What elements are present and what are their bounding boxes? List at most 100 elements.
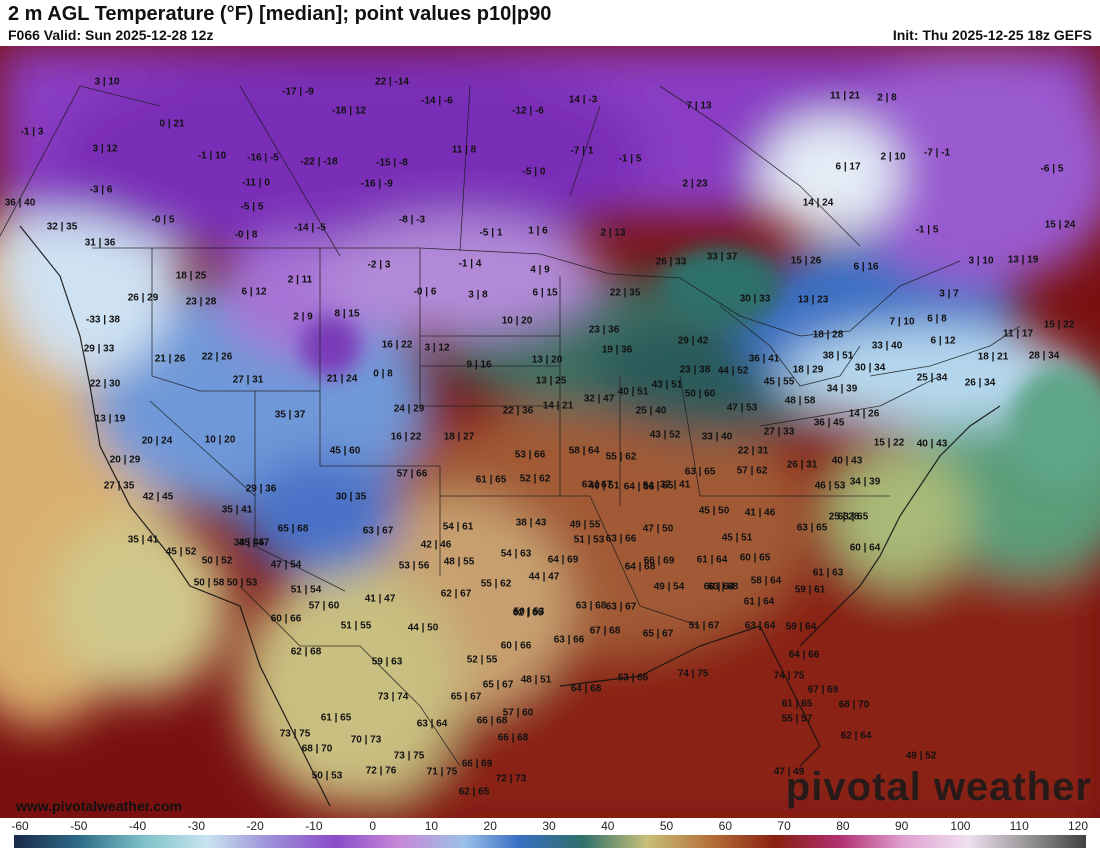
point-value: 35 | 37 bbox=[274, 409, 306, 421]
point-value: -0 | 6 bbox=[413, 286, 437, 298]
point-value: 63 | 66 bbox=[553, 634, 585, 646]
point-value: 63 | 67 bbox=[362, 525, 394, 537]
point-value: 62 | 64 bbox=[840, 730, 872, 742]
point-value: 33 | 37 bbox=[706, 251, 738, 263]
scale-tick-label: 90 bbox=[894, 819, 909, 833]
point-value: 67 | 68 bbox=[589, 625, 621, 637]
point-value: 61 | 64 bbox=[743, 596, 775, 608]
point-value: 51 | 55 bbox=[340, 620, 372, 632]
website-credit: www.pivotalweather.com bbox=[16, 798, 182, 814]
point-value: 65 | 67 bbox=[642, 628, 674, 640]
point-value: -11 | 0 bbox=[242, 177, 270, 189]
point-value: 13 | 25 bbox=[535, 375, 567, 387]
point-value: 18 | 29 bbox=[792, 364, 824, 376]
scale-tick-label: 110 bbox=[1009, 819, 1029, 833]
point-value: 74 | 75 bbox=[773, 670, 805, 682]
point-value: 11 | 8 bbox=[451, 144, 477, 156]
point-value: 42 | 46 bbox=[420, 539, 452, 551]
point-value: 63 | 66 bbox=[605, 533, 637, 545]
point-value: 38 | 43 bbox=[515, 517, 547, 529]
point-value: 35 | 41 bbox=[127, 534, 159, 546]
point-value: 19 | 36 bbox=[601, 344, 633, 356]
point-value: 40 | 43 bbox=[916, 438, 948, 450]
point-value: 30 | 34 bbox=[854, 362, 886, 374]
point-value: 64 | 66 bbox=[788, 649, 820, 661]
point-value: 63 | 68 bbox=[707, 581, 739, 593]
point-value: 13 | 20 bbox=[531, 354, 563, 366]
point-value: 2 | 9 bbox=[293, 311, 313, 323]
point-value: 13 | 19 bbox=[94, 413, 126, 425]
point-value: 50 | 53 bbox=[311, 770, 343, 782]
scale-tick-label: -30 bbox=[187, 819, 205, 833]
point-value: 74 | 75 bbox=[677, 668, 709, 680]
point-value: 20 | 24 bbox=[141, 435, 173, 447]
point-value: 63 | 64 bbox=[416, 718, 448, 730]
point-value: 38 | 45 bbox=[233, 537, 265, 549]
point-value: -14 | -5 bbox=[294, 222, 326, 234]
scale-tick-label: 30 bbox=[542, 819, 556, 833]
point-value: 33 | 40 bbox=[701, 431, 733, 443]
point-value: 3 | 7 bbox=[939, 288, 959, 300]
point-value: 18 | 25 bbox=[175, 270, 207, 282]
point-value: 33 | 40 bbox=[871, 340, 903, 352]
point-value: 55 | 62 bbox=[605, 451, 637, 463]
point-value: 23 | 28 bbox=[185, 296, 217, 308]
point-value: 49 | 52 bbox=[905, 750, 937, 762]
point-value: 7 | 13 bbox=[686, 100, 712, 112]
point-value: 21 | 26 bbox=[154, 353, 186, 365]
point-value: -1 | 5 bbox=[618, 153, 642, 165]
point-value: 73 | 75 bbox=[393, 750, 425, 762]
point-value: 50 | 53 bbox=[226, 577, 258, 589]
point-value: 55 | 57 bbox=[781, 713, 813, 725]
point-value: 63 | 65 bbox=[684, 466, 716, 478]
point-value: 37 | 41 bbox=[659, 479, 691, 491]
point-value: 3 | 12 bbox=[92, 143, 118, 155]
point-value: 59 | 63 bbox=[371, 656, 403, 668]
point-value: 59 | 64 bbox=[785, 621, 817, 633]
point-value: 15 | 26 bbox=[790, 255, 822, 267]
point-value: 30 | 33 bbox=[739, 293, 771, 305]
point-value: 2 | 8 bbox=[877, 92, 897, 104]
point-value: 51 | 54 bbox=[290, 584, 322, 596]
point-value: 50 | 58 bbox=[193, 577, 225, 589]
temperature-map[interactable]: 3 | 10 0 | 21 -1 | 3 3 | 12 -3 | 6 36 | 40 32 … bbox=[0, 46, 1100, 818]
point-value: 27 | 35 bbox=[103, 480, 135, 492]
point-value: 41 | 47 bbox=[364, 593, 396, 605]
point-value: 64 | 69 bbox=[547, 554, 579, 566]
point-value: 60 | 64 bbox=[703, 581, 735, 593]
scale-tick-label: 50 bbox=[659, 819, 674, 833]
point-value: -5 | 5 bbox=[240, 201, 264, 213]
point-value: 2 | 11 bbox=[287, 274, 313, 286]
point-value: 3 | 10 bbox=[94, 76, 120, 88]
point-value: 8 | 15 bbox=[334, 308, 360, 320]
scale-tick-label: -60 bbox=[11, 819, 29, 833]
point-value: -1 | 5 bbox=[915, 224, 939, 236]
point-value: 61 | 65 bbox=[781, 698, 813, 710]
point-value: 45 | 51 bbox=[721, 532, 753, 544]
point-value: 62 | 67 bbox=[440, 588, 472, 600]
scale-tick-label: 80 bbox=[836, 819, 850, 833]
point-value: 23 | 38 bbox=[679, 364, 711, 376]
point-value: 11 | 17 bbox=[1002, 328, 1034, 340]
point-value: 44 | 50 bbox=[407, 622, 439, 634]
point-value: 58 | 64 bbox=[568, 445, 600, 457]
map-title: 2 m AGL Temperature (°F) [median]; point… bbox=[8, 3, 552, 25]
point-value: 18 | 21 bbox=[977, 351, 1009, 363]
point-value: 62 | 65 bbox=[512, 607, 544, 619]
point-value: 42 | 45 bbox=[142, 491, 174, 503]
point-value: 6 | 12 bbox=[241, 286, 267, 298]
point-value: 49 | 54 bbox=[653, 581, 685, 593]
point-value: 64 | 68 bbox=[624, 561, 656, 573]
point-value: 25 | 40 bbox=[635, 405, 667, 417]
point-value: -1 | 10 bbox=[197, 150, 227, 162]
scale-tick-label: 100 bbox=[950, 819, 971, 833]
point-value: -7 | -1 bbox=[923, 147, 951, 159]
point-value: 57 | 60 bbox=[308, 600, 340, 612]
point-value: 63 | 64 bbox=[744, 620, 776, 632]
point-value: 32 | 47 bbox=[583, 393, 615, 405]
point-value: 70 | 73 bbox=[350, 734, 382, 746]
point-value: 25 | 28 bbox=[828, 511, 860, 523]
scale-tick-label: 10 bbox=[424, 819, 439, 833]
point-value: 14 | 24 bbox=[802, 197, 834, 209]
point-value: 18 | 28 bbox=[812, 329, 844, 341]
